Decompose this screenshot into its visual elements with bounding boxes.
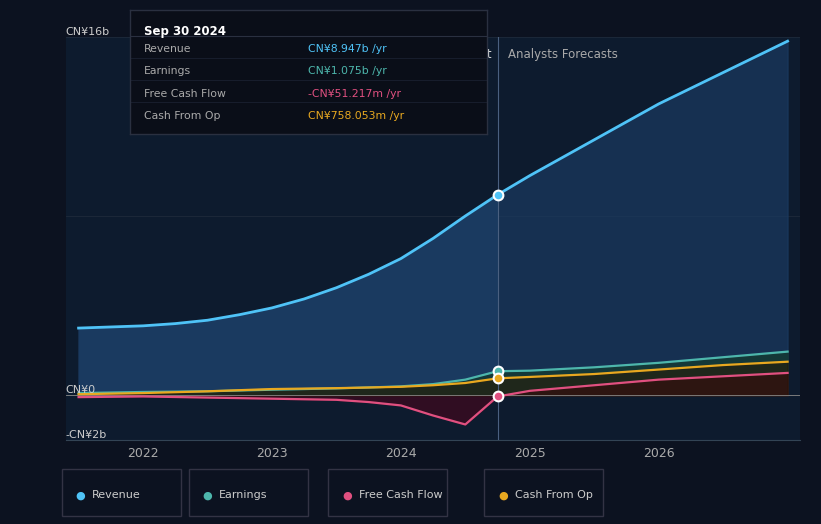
Text: Past: Past [468, 48, 493, 61]
Text: CN¥0: CN¥0 [66, 385, 96, 395]
Text: Cash From Op: Cash From Op [144, 111, 221, 121]
Text: -CN¥51.217m /yr: -CN¥51.217m /yr [309, 89, 401, 99]
Text: Sep 30 2024: Sep 30 2024 [144, 25, 226, 38]
Text: CN¥1.075b /yr: CN¥1.075b /yr [309, 67, 387, 77]
Text: ●: ● [498, 490, 508, 500]
Text: Cash From Op: Cash From Op [515, 490, 593, 500]
Text: ●: ● [203, 490, 213, 500]
Text: Free Cash Flow: Free Cash Flow [359, 490, 443, 500]
Text: CN¥8.947b /yr: CN¥8.947b /yr [309, 44, 387, 54]
Text: Earnings: Earnings [144, 67, 191, 77]
Text: ●: ● [342, 490, 352, 500]
Text: ●: ● [76, 490, 85, 500]
Text: Analysts Forecasts: Analysts Forecasts [508, 48, 617, 61]
Text: -CN¥2b: -CN¥2b [66, 430, 107, 440]
Text: Free Cash Flow: Free Cash Flow [144, 89, 226, 99]
Text: Revenue: Revenue [92, 490, 140, 500]
Text: Earnings: Earnings [219, 490, 268, 500]
Text: CN¥16b: CN¥16b [66, 27, 110, 37]
Text: Revenue: Revenue [144, 44, 191, 54]
Text: CN¥758.053m /yr: CN¥758.053m /yr [309, 111, 405, 121]
